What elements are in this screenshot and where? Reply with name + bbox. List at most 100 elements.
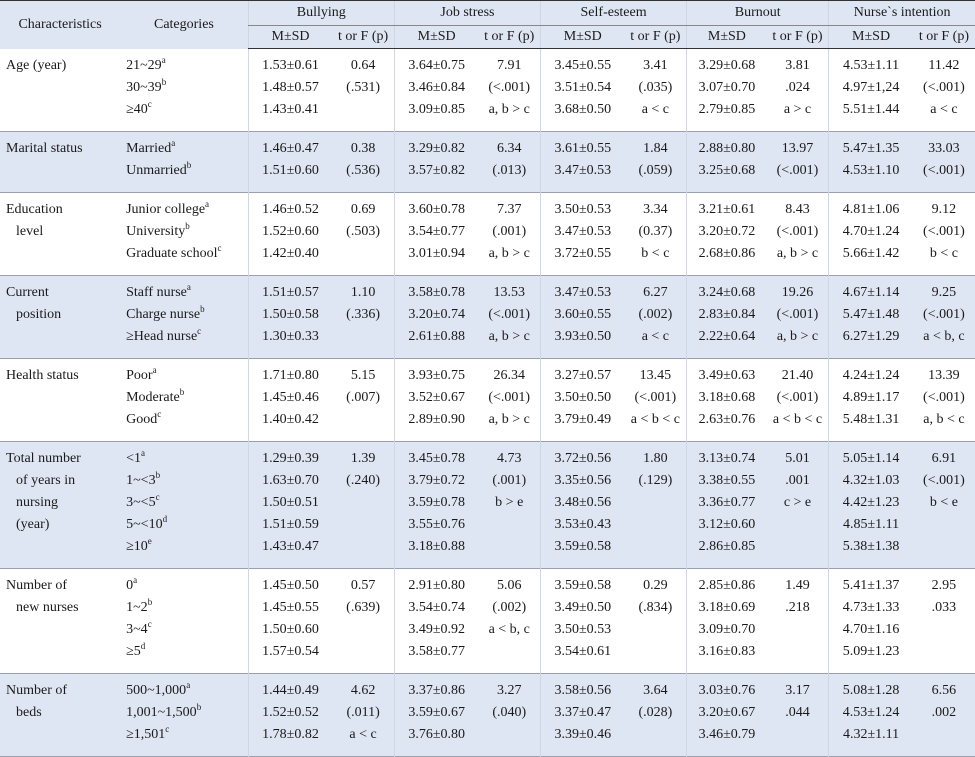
msd-header: M±SD bbox=[828, 25, 913, 49]
category-label: Staff nursea bbox=[126, 282, 248, 304]
job-stress-msd-cell: 3.60±0.78 3.54±0.77 3.01±0.94 bbox=[393, 192, 479, 276]
category-superscript: d bbox=[140, 641, 146, 651]
mean-sd-value: 4.53±1.24 bbox=[842, 705, 900, 720]
mean-sd-value: 3.64±0.75 bbox=[408, 58, 465, 73]
category-label: 0a bbox=[126, 575, 248, 597]
test-statistic-value: (.035) bbox=[638, 80, 673, 95]
mean-sd-value: 5.38±1.38 bbox=[842, 539, 900, 554]
mean-sd-value: 1.48±0.57 bbox=[262, 80, 319, 95]
burnout-tf-cell: 13.97 (<.001) bbox=[767, 132, 829, 193]
test-statistic-value bbox=[913, 514, 975, 536]
category-text: ≥1,501 bbox=[126, 727, 166, 742]
intention-tf-cell: 6.91 (<.001) b < e bbox=[913, 442, 975, 569]
test-statistic-value: 13.39 bbox=[928, 368, 960, 383]
test-statistic-value: 4.73 bbox=[496, 451, 522, 466]
mean-sd-value: 3.72±0.56 bbox=[554, 451, 612, 466]
test-statistic-value: (.240) bbox=[346, 473, 380, 488]
test-statistic-value: (<.001) bbox=[634, 390, 677, 405]
category-label: Poora bbox=[126, 365, 248, 387]
category-superscript: a bbox=[171, 138, 176, 148]
test-statistic-value bbox=[625, 724, 687, 746]
mean-sd-value: 3.09±0.70 bbox=[698, 622, 756, 637]
test-statistic-value: (.013) bbox=[492, 163, 527, 178]
mean-sd-value: 3.53±0.43 bbox=[554, 517, 612, 532]
bullying-tf-cell: 0.57 (.639) bbox=[332, 569, 394, 674]
mean-sd-value: 3.21±0.61 bbox=[698, 202, 756, 217]
category-superscript: b bbox=[185, 221, 190, 231]
mean-sd-value: 3.47±0.53 bbox=[554, 224, 612, 239]
category-label: 21~29a bbox=[126, 55, 248, 77]
mean-sd-value: 3.68±0.50 bbox=[554, 102, 612, 117]
mean-sd-value: 3.54±0.74 bbox=[408, 600, 465, 615]
category-label: Graduate schoolc bbox=[126, 243, 248, 265]
job-stress-msd-cell: 2.91±0.80 3.54±0.74 3.49±0.92 3.58±0.77 bbox=[393, 568, 479, 674]
mean-sd-value: 5.51±1.44 bbox=[842, 102, 900, 117]
category-label: 30~39b bbox=[126, 77, 248, 99]
bullying-msd-cell: 1.45±0.50 1.45±0.55 1.50±0.60 1.57±0.54 bbox=[247, 568, 333, 674]
characteristic-label: Current bbox=[6, 285, 49, 300]
mean-sd-value: 3.29±0.82 bbox=[408, 141, 465, 156]
bullying-msd-cell: 1.46±0.47 1.51±0.60 bbox=[247, 131, 333, 193]
test-statistic-value bbox=[767, 536, 829, 558]
mean-sd-value: 1.51±0.60 bbox=[262, 163, 319, 178]
job-stress-msd-cell: 3.37±0.86 3.59±0.67 3.76±0.80 bbox=[393, 673, 479, 757]
burnout-tf-cell: 1.49 .218 bbox=[767, 569, 829, 674]
test-statistic-value: 0.69 bbox=[350, 202, 376, 217]
category-superscript: a bbox=[141, 448, 146, 458]
bullying-msd-cell: 1.53±0.61 1.48±0.57 1.43±0.41 bbox=[247, 48, 333, 132]
mean-sd-value: 3.46±0.84 bbox=[408, 80, 465, 95]
test-statistic-value bbox=[332, 409, 394, 431]
characteristic-label: nursing bbox=[16, 495, 58, 510]
test-statistic-value bbox=[332, 243, 394, 265]
mean-sd-value: 2.85±0.86 bbox=[698, 578, 756, 593]
bullying-msd-cell: 1.51±0.57 1.50±0.58 1.30±0.33 bbox=[247, 275, 333, 359]
category-text: 5~<10 bbox=[126, 517, 163, 532]
mean-sd-value: 1.53±0.61 bbox=[262, 58, 319, 73]
category-label: 5~<10d bbox=[126, 514, 248, 536]
test-statistic-value: b < c bbox=[929, 246, 958, 261]
category-text: <1 bbox=[126, 451, 142, 466]
group-header-burnout: Burnout bbox=[686, 0, 829, 26]
mean-sd-value: 3.48±0.56 bbox=[554, 495, 612, 510]
characteristic-label: Education bbox=[6, 202, 63, 217]
category-text: 30~39 bbox=[126, 79, 162, 95]
test-statistic-value: (<.001) bbox=[923, 80, 965, 95]
mean-sd-value: 4.70±1.16 bbox=[842, 622, 900, 637]
mean-sd-value: 1.57±0.54 bbox=[262, 644, 319, 659]
mean-sd-value: 3.13±0.74 bbox=[698, 451, 756, 466]
category-label: ≥5d bbox=[126, 641, 248, 663]
mean-sd-value: 3.37±0.86 bbox=[408, 683, 465, 698]
mean-sd-value: 3.60±0.55 bbox=[554, 307, 612, 322]
mean-sd-value: 3.61±0.55 bbox=[554, 141, 612, 156]
mean-sd-value: 2.83±0.84 bbox=[698, 307, 756, 322]
category-text: Staff nurse bbox=[126, 285, 187, 300]
burnout-tf-cell: 3.17 .044 bbox=[767, 674, 829, 757]
mean-sd-value: 3.49±0.63 bbox=[698, 368, 756, 383]
test-statistic-value: (.639) bbox=[346, 600, 380, 615]
mean-sd-value: 3.79±0.49 bbox=[554, 412, 612, 427]
burnout-msd-cell: 2.85±0.86 3.18±0.69 3.09±0.70 3.16±0.83 bbox=[686, 568, 767, 674]
mean-sd-value: 4.32±1.03 bbox=[842, 473, 900, 488]
test-statistic-value: 1.39 bbox=[350, 451, 376, 466]
test-statistic-value bbox=[625, 641, 687, 663]
test-statistic-value: (.336) bbox=[346, 307, 380, 322]
category-superscript: a bbox=[133, 575, 138, 585]
group-header-bullying: Bullying bbox=[247, 0, 395, 26]
test-statistic-value: .001 bbox=[785, 473, 810, 488]
category-text: Graduate school bbox=[126, 246, 218, 261]
mean-sd-value: 3.49±0.50 bbox=[554, 600, 612, 615]
mean-sd-value: 3.18±0.68 bbox=[698, 390, 756, 405]
test-statistic-value: (<.001) bbox=[923, 224, 965, 239]
self-esteem-tf-cell: 1.80 (.129) bbox=[625, 442, 687, 569]
category-label: Unmarriedb bbox=[126, 160, 248, 182]
test-statistic-value: a > c bbox=[783, 102, 812, 117]
table-row: Number of beds 500~1,000a 1,001~1,500b ≥1,50… bbox=[0, 673, 975, 757]
mean-sd-value: 3.47±0.53 bbox=[554, 163, 612, 178]
mean-sd-value: 3.49±0.92 bbox=[408, 622, 465, 637]
job-stress-msd-cell: 3.58±0.78 3.20±0.74 2.61±0.88 bbox=[393, 275, 479, 359]
mean-sd-value: 4.81±1.06 bbox=[842, 202, 900, 217]
mean-sd-value: 2.88±0.80 bbox=[698, 141, 756, 156]
category-label: 3~<5c bbox=[126, 492, 248, 514]
test-statistic-value: .218 bbox=[785, 600, 810, 615]
characteristic-label: Number of bbox=[6, 683, 68, 698]
